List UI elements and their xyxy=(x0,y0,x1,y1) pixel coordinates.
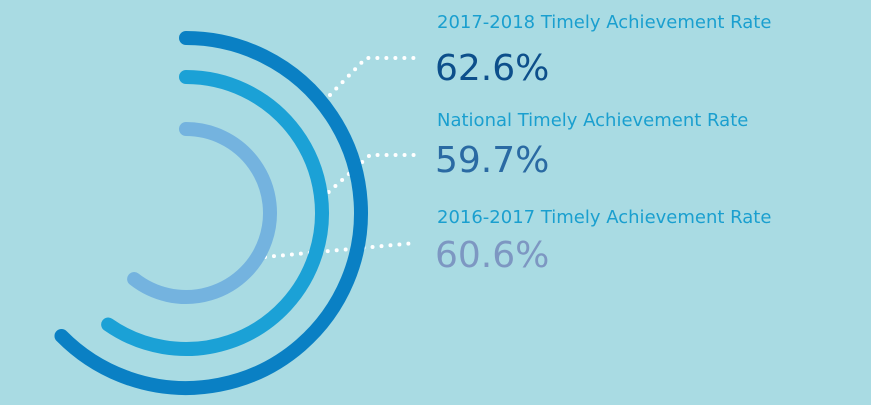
legend-label: 2016-2017 Timely Achievement Rate xyxy=(437,207,771,228)
connector xyxy=(263,241,417,259)
connector xyxy=(328,56,417,97)
value-label: 62.6% xyxy=(435,48,549,89)
value-label: 60.6% xyxy=(435,235,549,276)
legend-label: National Timely Achievement Rate xyxy=(437,110,748,131)
arc-bar xyxy=(127,122,277,304)
arc-bar xyxy=(101,70,329,356)
connectors xyxy=(263,56,417,259)
legend-label: 2017-2018 Timely Achievement Rate xyxy=(437,12,771,33)
arc-bar xyxy=(54,31,368,395)
connector xyxy=(320,153,417,200)
value-label: 59.7% xyxy=(435,140,549,181)
